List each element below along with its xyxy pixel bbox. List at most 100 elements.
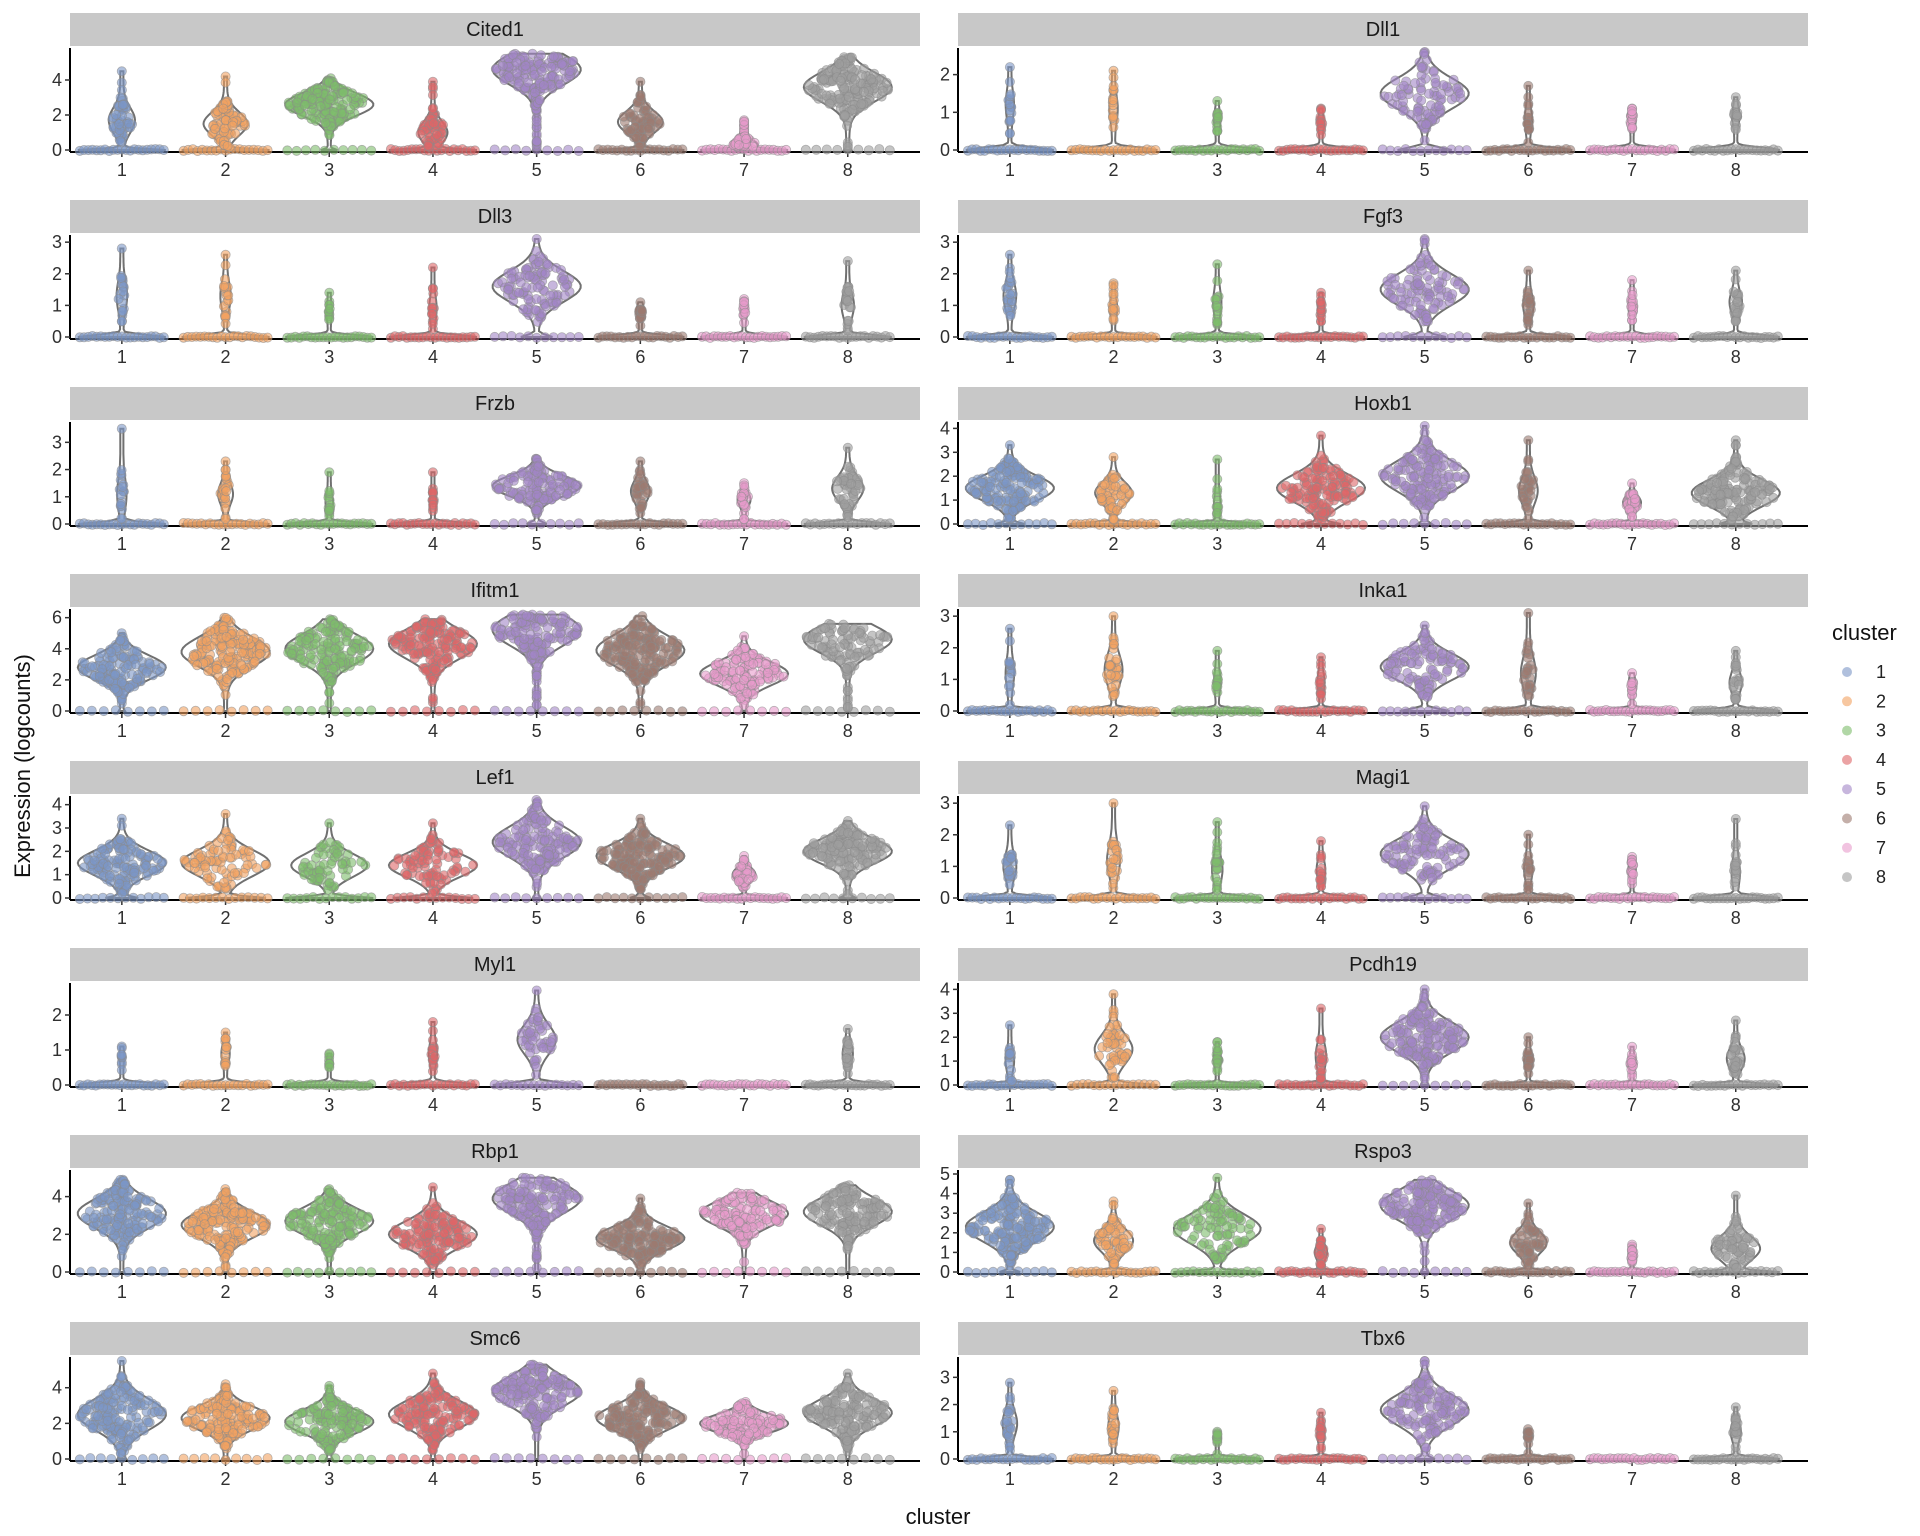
violin-dll1-cluster-1 — [962, 62, 1057, 156]
data-point — [1107, 304, 1118, 315]
data-point — [523, 294, 534, 305]
data-point — [1315, 296, 1326, 307]
data-point — [1311, 482, 1322, 493]
violin-dll3-cluster-5 — [489, 233, 584, 343]
data-point — [548, 51, 559, 62]
data-point — [605, 706, 616, 717]
violin-hoxb1-cluster-3 — [1170, 454, 1265, 530]
data-point — [324, 467, 335, 478]
data-point — [366, 518, 377, 529]
data-point — [1150, 332, 1161, 343]
data-point — [739, 480, 750, 491]
data-point — [1415, 300, 1426, 311]
data-point — [540, 268, 551, 279]
y-tick-label: 3 — [940, 442, 950, 462]
data-point — [570, 480, 581, 491]
data-point — [330, 706, 341, 717]
data-point — [427, 467, 438, 478]
data-point — [635, 92, 646, 103]
data-point — [1096, 493, 1107, 504]
violin-fgf3-cluster-6 — [1481, 265, 1576, 343]
data-point — [536, 518, 547, 529]
data-point — [366, 145, 377, 156]
data-point — [985, 481, 996, 492]
data-point — [1669, 144, 1680, 155]
x-tick-label: 2 — [221, 347, 231, 367]
data-point — [834, 58, 845, 69]
data-point — [623, 640, 634, 651]
data-point — [422, 140, 433, 151]
data-point — [643, 123, 654, 134]
data-point — [338, 87, 349, 98]
y-tick-label: 1 — [940, 490, 950, 510]
x-tick-label: 5 — [1420, 160, 1430, 180]
data-point — [310, 144, 321, 155]
violin-ifitm1-cluster-8 — [800, 618, 895, 717]
data-point — [1328, 471, 1339, 482]
data-point — [1772, 145, 1783, 156]
data-point — [1046, 331, 1057, 342]
data-point — [1046, 145, 1057, 156]
data-point — [1316, 430, 1327, 441]
data-point — [201, 636, 212, 647]
data-point — [1764, 484, 1775, 495]
data-point — [348, 656, 359, 667]
data-point — [858, 86, 869, 97]
violin-dll3-cluster-3 — [282, 287, 377, 343]
data-point — [300, 145, 311, 156]
data-point — [1398, 518, 1409, 529]
data-point — [1426, 260, 1437, 271]
data-point — [94, 671, 105, 682]
data-point — [520, 60, 531, 71]
data-point — [74, 705, 85, 716]
data-point — [533, 461, 544, 472]
data-point — [543, 632, 554, 643]
data-point — [324, 94, 335, 105]
data-point — [1109, 473, 1120, 484]
data-point — [123, 118, 134, 129]
data-point — [1524, 295, 1535, 306]
data-point — [385, 706, 396, 717]
data-point — [547, 280, 558, 291]
data-point — [824, 706, 835, 717]
data-point — [117, 305, 128, 316]
data-point — [1730, 274, 1741, 285]
data-point — [516, 467, 527, 478]
violin-fgf3-cluster-5 — [1377, 233, 1472, 343]
data-point — [1405, 264, 1416, 275]
data-point — [1108, 72, 1119, 83]
violin-dll1-cluster-8 — [1688, 92, 1783, 156]
data-point — [697, 706, 708, 717]
data-point — [655, 657, 666, 668]
data-point — [1430, 453, 1441, 464]
violin-dll1-cluster-3 — [1170, 96, 1265, 156]
data-point — [220, 513, 231, 524]
data-point — [214, 705, 225, 716]
data-point — [1377, 519, 1388, 530]
data-point — [1005, 485, 1016, 496]
x-tick-label: 7 — [739, 721, 749, 741]
violin-cited1-cluster-8 — [800, 52, 895, 156]
data-point — [519, 633, 530, 644]
x-tick-label: 2 — [1109, 160, 1119, 180]
data-point — [1316, 105, 1327, 116]
data-point — [854, 627, 865, 638]
data-point — [1046, 519, 1057, 530]
x-tick-label: 3 — [1212, 721, 1222, 741]
data-point — [1452, 279, 1463, 290]
data-point — [646, 641, 657, 652]
data-point — [227, 667, 238, 678]
data-point — [489, 144, 500, 155]
data-point — [254, 648, 265, 659]
data-point — [299, 100, 310, 111]
data-point — [329, 81, 340, 92]
data-point — [220, 249, 231, 260]
violin-cited1-cluster-1 — [74, 66, 169, 156]
y-tick-label: 1 — [940, 669, 950, 689]
y-tick-label: 2 — [940, 466, 950, 486]
data-point — [1627, 275, 1638, 286]
data-point — [1212, 96, 1223, 107]
y-tick-label: 0 — [940, 701, 950, 721]
data-point — [573, 706, 584, 717]
x-tick-label: 5 — [532, 160, 542, 180]
